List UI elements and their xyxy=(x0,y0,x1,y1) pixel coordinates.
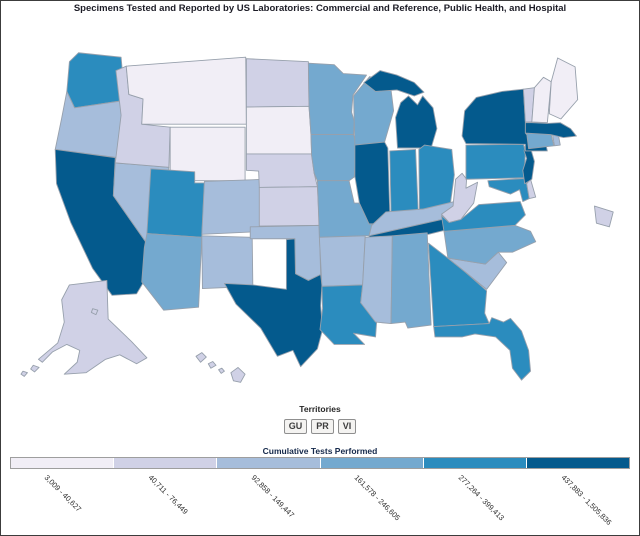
state-nc[interactable]: North Carolina xyxy=(444,225,536,264)
state-az[interactable]: Arizona xyxy=(142,234,202,311)
state-nh[interactable]: New Hampshire xyxy=(532,77,551,122)
state-pa[interactable]: Pennsylvania xyxy=(466,144,525,179)
state-hi[interactable]: Hawaii xyxy=(196,353,245,383)
state-tx[interactable]: Texas xyxy=(224,239,322,367)
legend-label-row: 3,009 - 40,627 40,711 - 76,449 92,858 - 14… xyxy=(10,470,630,534)
state-nm[interactable]: New Mexico xyxy=(202,236,253,289)
state-ia[interactable]: Iowa xyxy=(311,135,356,181)
state-wa[interactable]: Washington xyxy=(67,53,125,108)
legend-label-4: 161,578 - 246,605 xyxy=(352,473,403,523)
legend-label-1: 3,009 - 40,627 xyxy=(42,473,84,514)
legend-swatch-3 xyxy=(217,458,321,468)
state-wv[interactable]: West Virginia xyxy=(441,173,477,222)
state-md[interactable]: Maryland xyxy=(488,178,529,201)
state-al[interactable]: Alabama xyxy=(391,233,431,328)
legend-label-6: 437,883 - 1,505,836 xyxy=(559,473,614,527)
state-nd[interactable]: North Dakota xyxy=(246,59,309,107)
state-pr[interactable]: Puerto Rico xyxy=(594,206,613,227)
state-co[interactable]: Colorado xyxy=(202,179,267,234)
state-oh[interactable]: Ohio xyxy=(419,145,455,210)
page-title: Specimens Tested and Reported by US Labo… xyxy=(73,3,567,14)
state-ct[interactable]: Connecticut xyxy=(527,133,554,149)
state-ar[interactable]: Arkansas xyxy=(319,236,365,287)
state-in[interactable]: Indiana xyxy=(390,149,418,216)
state-mn[interactable]: Minnesota xyxy=(308,63,366,134)
state-sd[interactable]: South Dakota xyxy=(246,106,311,154)
us-choropleth-map: WashingtonOregonCaliforniaNevadaIdahoMon… xyxy=(10,23,630,395)
legend-swatch-4 xyxy=(320,458,424,468)
state-fl[interactable]: Florida xyxy=(434,318,531,380)
legend-title: Cumulative Tests Performed xyxy=(262,446,378,456)
state-ak[interactable]: Alaska xyxy=(21,280,147,376)
state-nj[interactable]: New Jersey xyxy=(523,145,535,184)
legend-label-5: 277,264 - 399,413 xyxy=(456,473,506,523)
legend-swatch-1 xyxy=(11,458,115,468)
state-me[interactable]: Maine xyxy=(549,58,577,119)
territory-button-vi[interactable]: VI xyxy=(337,419,357,434)
territories-button-row: GU PR VI xyxy=(1,416,639,434)
state-mt[interactable]: Montana xyxy=(126,57,246,124)
legend-label-3: 92,858 - 149,447 xyxy=(249,473,297,520)
legend-swatch-6 xyxy=(526,458,630,468)
state-mi[interactable]: Michigan xyxy=(364,71,437,148)
territories-label: Territories xyxy=(299,404,341,414)
legend-swatch-5 xyxy=(423,458,527,468)
legend-swatch-2 xyxy=(114,458,218,468)
state-ok[interactable]: Oklahoma xyxy=(250,225,320,280)
territory-button-gu[interactable]: GU xyxy=(283,419,308,434)
legend-color-bar xyxy=(10,457,630,469)
territory-button-pr[interactable]: PR xyxy=(311,419,334,434)
legend-label-2: 40,711 - 76,449 xyxy=(146,473,190,517)
state-ma[interactable]: Massachusetts xyxy=(525,123,576,138)
state-ks[interactable]: Kansas xyxy=(259,187,319,226)
